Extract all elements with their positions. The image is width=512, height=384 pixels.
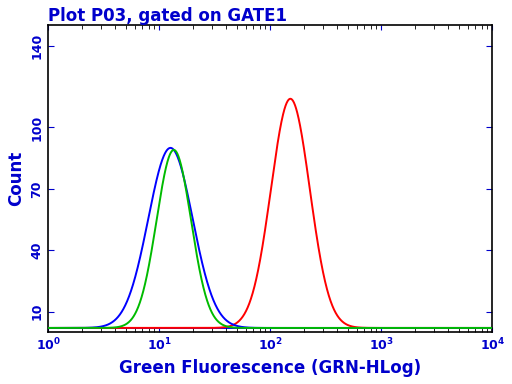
Text: Plot P03, gated on GATE1: Plot P03, gated on GATE1 — [48, 7, 287, 25]
X-axis label: Green Fluorescence (GRN-HLog): Green Fluorescence (GRN-HLog) — [119, 359, 421, 377]
Y-axis label: Count: Count — [7, 151, 25, 206]
